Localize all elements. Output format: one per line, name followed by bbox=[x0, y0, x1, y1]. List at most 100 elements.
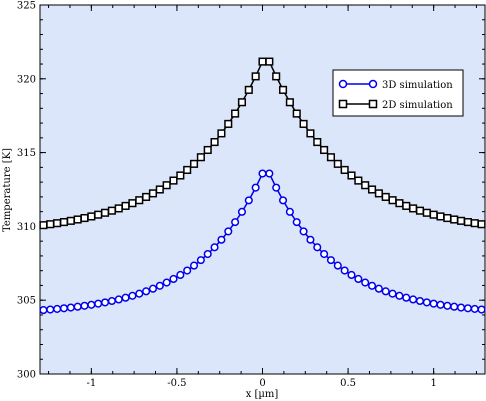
data-point bbox=[80, 213, 89, 223]
data-point bbox=[142, 287, 151, 296]
y-tick-label: 300 bbox=[17, 370, 36, 381]
data-point bbox=[114, 295, 123, 304]
data-point bbox=[135, 289, 144, 298]
data-point bbox=[183, 165, 192, 174]
data-point bbox=[340, 266, 349, 275]
data-point bbox=[100, 298, 110, 307]
data-point bbox=[456, 216, 466, 225]
data-point bbox=[128, 199, 137, 208]
data-point bbox=[272, 72, 281, 81]
data-point bbox=[285, 98, 294, 107]
data-point bbox=[176, 270, 185, 280]
data-point bbox=[39, 306, 48, 315]
data-point bbox=[402, 293, 411, 302]
data-point bbox=[142, 192, 151, 201]
x-tick-label: -0.5 bbox=[167, 378, 186, 389]
data-point bbox=[470, 304, 479, 313]
data-point bbox=[176, 171, 185, 180]
data-point bbox=[59, 304, 69, 313]
data-point bbox=[203, 145, 212, 155]
data-point bbox=[39, 221, 48, 230]
data-point bbox=[210, 243, 219, 252]
data-point bbox=[320, 249, 329, 259]
data-point bbox=[272, 183, 281, 192]
data-point bbox=[231, 218, 240, 227]
data-point bbox=[265, 57, 274, 66]
data-point bbox=[258, 57, 267, 66]
data-point bbox=[114, 204, 123, 213]
legend-marker-2d bbox=[338, 99, 348, 109]
data-point bbox=[135, 196, 144, 205]
data-point bbox=[381, 287, 390, 296]
data-point bbox=[285, 207, 294, 216]
data-point bbox=[94, 210, 103, 219]
data-point bbox=[66, 303, 75, 312]
data-point bbox=[100, 208, 110, 217]
data-point bbox=[422, 208, 431, 217]
data-point bbox=[278, 196, 288, 205]
data-point bbox=[217, 235, 226, 244]
legend: 3D simulation 2D simulation bbox=[332, 69, 464, 117]
data-point bbox=[429, 299, 438, 308]
data-point bbox=[436, 300, 445, 309]
legend-label-3d: 3D simulation bbox=[382, 80, 453, 91]
data-point bbox=[354, 176, 363, 185]
data-point bbox=[265, 169, 274, 178]
data-point bbox=[347, 270, 356, 280]
data-point bbox=[463, 304, 472, 313]
data-point bbox=[203, 249, 212, 259]
data-point bbox=[367, 281, 377, 290]
data-point bbox=[463, 218, 472, 227]
legend-marker-3d-end bbox=[368, 79, 378, 89]
data-point bbox=[306, 235, 315, 244]
data-point bbox=[53, 219, 62, 228]
data-point bbox=[94, 299, 103, 308]
axis-ticks: -1 -0.5 0 0.5 1 300 305 310 315 320 325 bbox=[17, 1, 485, 389]
data-point bbox=[148, 284, 158, 293]
data-point bbox=[87, 300, 96, 309]
data-point bbox=[251, 72, 260, 81]
data-point bbox=[189, 159, 199, 168]
data-point bbox=[415, 206, 425, 215]
data-point bbox=[388, 289, 397, 298]
legend-marker-2d-end bbox=[368, 99, 378, 109]
data-point bbox=[210, 137, 219, 147]
data-point bbox=[258, 169, 267, 178]
data-point bbox=[374, 189, 383, 198]
data-point bbox=[244, 85, 253, 94]
series-layer bbox=[39, 57, 486, 315]
data-point bbox=[46, 220, 55, 229]
data-point bbox=[320, 145, 329, 155]
y-tick-label: 325 bbox=[17, 1, 36, 12]
data-point bbox=[121, 293, 130, 302]
data-point bbox=[347, 171, 356, 180]
data-point bbox=[231, 109, 240, 118]
data-point bbox=[73, 215, 82, 224]
legend-marker-3d bbox=[338, 79, 348, 89]
y-axis-label: Temperature [K] bbox=[2, 148, 13, 232]
data-point bbox=[46, 305, 55, 314]
data-point bbox=[299, 119, 308, 128]
data-point bbox=[87, 212, 96, 221]
data-point bbox=[443, 301, 452, 310]
data-point bbox=[169, 274, 178, 284]
data-point bbox=[121, 201, 130, 210]
y-tick-label: 315 bbox=[17, 148, 36, 159]
data-point bbox=[162, 181, 171, 190]
data-point bbox=[333, 261, 342, 270]
data-point bbox=[155, 281, 164, 290]
data-point bbox=[251, 183, 260, 192]
data-point bbox=[422, 298, 431, 307]
data-point bbox=[224, 119, 233, 128]
y-tick-label: 320 bbox=[17, 74, 36, 85]
data-point bbox=[80, 301, 89, 310]
x-tick-label: 1 bbox=[430, 378, 436, 389]
data-point bbox=[374, 284, 383, 293]
data-point bbox=[107, 206, 116, 215]
data-point bbox=[196, 256, 205, 265]
data-point bbox=[477, 220, 486, 229]
data-point bbox=[402, 201, 411, 210]
y-tick-label: 310 bbox=[17, 222, 36, 233]
data-point bbox=[354, 274, 363, 284]
